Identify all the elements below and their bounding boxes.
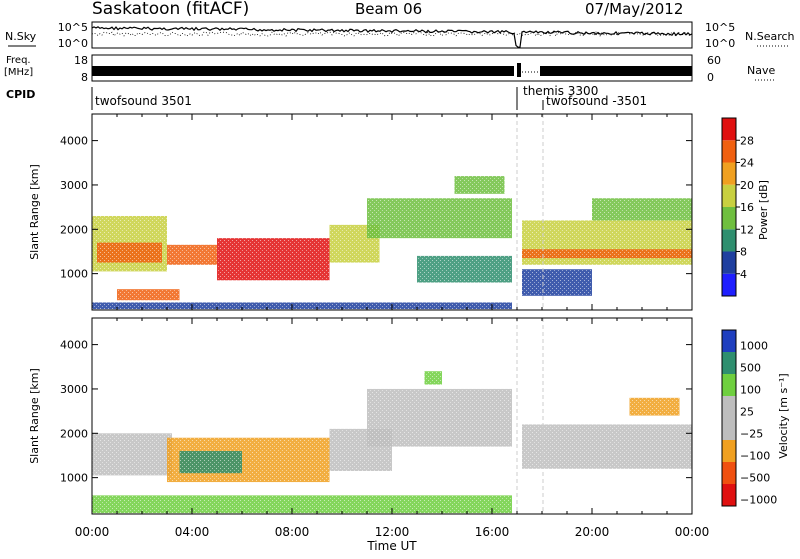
velocity-ytick-label-0: 1000 bbox=[60, 472, 88, 485]
date-title: 07/May/2012 bbox=[585, 0, 683, 18]
velocity-colorbar-label-3: 25 bbox=[740, 405, 754, 418]
nave-tick-bottom: 0 bbox=[707, 71, 714, 84]
power-panel: 1000 2000 3000 4000 Slant Range [km] bbox=[28, 113, 693, 311]
velocity-panel: 1000 2000 3000 4000 Slant Range [km] bbox=[28, 317, 693, 515]
frequency-panel: Freq. [MHz] 18 8 Nave 60 0 bbox=[4, 54, 775, 84]
velocity-axis-ticks: 1000 2000 3000 4000 bbox=[60, 318, 693, 514]
velocity-ytick-label-1: 2000 bbox=[60, 427, 88, 440]
velocity-colorbar-label-6: −500 bbox=[740, 471, 770, 484]
time-tick-label-0: 00:00 bbox=[75, 525, 110, 539]
cpid-panel: CPID twofsound 3501 themis 3300 twofsoun… bbox=[6, 84, 647, 110]
power-colorbar-cell-0 bbox=[722, 273, 736, 296]
station-title: Saskatoon (fitACF) bbox=[92, 0, 249, 19]
time-axis-labels: 00:00 04:00 08:00 12:00 16:00 20:00 00:00 bbox=[75, 525, 710, 539]
time-tick-label-2: 08:00 bbox=[275, 525, 310, 539]
time-tick-label-6: 00:00 bbox=[675, 525, 710, 539]
power-axis-ticks: 1000 2000 3000 4000 bbox=[60, 114, 693, 310]
beam-title: Beam 06 bbox=[355, 0, 422, 18]
power-ytick-label-0: 1000 bbox=[60, 268, 88, 281]
time-tick-label-4: 16:00 bbox=[475, 525, 510, 539]
velocity-colorbar-cell-0 bbox=[722, 484, 736, 506]
power-colorbar-cell-3 bbox=[722, 207, 736, 230]
freq-unit-label: [MHz] bbox=[4, 67, 33, 78]
time-tick-label-5: 20:00 bbox=[575, 525, 610, 539]
velocity-colorbar-cell-5 bbox=[722, 374, 736, 396]
velocity-ytick-label-2: 3000 bbox=[60, 383, 88, 396]
velocity-ylabel: Slant Range [km] bbox=[28, 368, 41, 464]
power-colorbar-label-3: 16 bbox=[740, 201, 754, 214]
power-colorbar-cell-7 bbox=[722, 118, 736, 141]
noise-panel: N.Sky 10^5 10^0 N.Search 10^5 10^0 bbox=[5, 21, 795, 50]
nave-label: Nave bbox=[747, 64, 775, 77]
noise-panel-frame bbox=[91, 21, 693, 49]
velocity-colorbar-cell-1 bbox=[722, 462, 736, 484]
power-colorbar-cell-4 bbox=[722, 184, 736, 207]
noise-right-tick-top: 10^5 bbox=[705, 21, 735, 34]
velocity-colorbar-label-2: 100 bbox=[740, 383, 761, 396]
freq-label: Freq. bbox=[6, 55, 31, 66]
time-tick-label-1: 04:00 bbox=[175, 525, 210, 539]
power-speckle-overlay bbox=[92, 114, 692, 310]
velocity-colorbar-frame bbox=[721, 329, 737, 507]
velocity-colorbar-label-4: −25 bbox=[740, 427, 763, 440]
cpid-segment-themis: themis 3300 bbox=[523, 84, 598, 98]
velocity-colorbar-label-7: −1000 bbox=[740, 493, 777, 506]
velocity-colorbar-label-5: −100 bbox=[740, 449, 770, 462]
velocity-colorbar-cell-6 bbox=[722, 352, 736, 374]
cpid-segment-twofsound-neg: twofsound -3501 bbox=[546, 94, 647, 108]
freq-left-tick-bottom: 8 bbox=[81, 71, 88, 84]
power-colorbar-label-1: 8 bbox=[740, 246, 747, 259]
velocity-colorbar-cell-2 bbox=[722, 440, 736, 462]
power-colorbar-label: Power [dB] bbox=[757, 180, 770, 240]
velocity-colorbar: 1000 500 100 25 −25 −100 −500 −1000 bbox=[721, 329, 777, 507]
velocity-colorbar-label-0: 1000 bbox=[740, 339, 768, 352]
power-colorbar-cell-2 bbox=[722, 229, 736, 252]
velocity-colorbar-cell-3 bbox=[722, 418, 736, 440]
velocity-colorbar-cell-7 bbox=[722, 330, 736, 352]
cpid-segment-twofsound: twofsound 3501 bbox=[95, 94, 192, 108]
power-colorbar: 4 8 12 16 20 24 28 bbox=[721, 117, 754, 297]
velocity-colorbar-label: Velocity [m s⁻¹] bbox=[777, 373, 790, 458]
velocity-speckle-overlay bbox=[92, 318, 692, 514]
power-colorbar-label-2: 12 bbox=[740, 223, 754, 236]
power-colorbar-cell-5 bbox=[722, 162, 736, 185]
power-colorbar-label-5: 24 bbox=[740, 157, 754, 170]
time-axis-title: Time UT bbox=[366, 539, 417, 553]
nave-tick-top: 60 bbox=[707, 54, 721, 67]
noise-sky-label: N.Sky bbox=[5, 30, 37, 43]
cpid-label: CPID bbox=[6, 88, 35, 101]
freq-gap-marker bbox=[517, 63, 521, 77]
velocity-colorbar-label-1: 500 bbox=[740, 361, 761, 374]
noise-sky-trace bbox=[91, 26, 693, 48]
power-colorbar-label-4: 20 bbox=[740, 179, 754, 192]
noise-search-trace bbox=[91, 31, 693, 37]
time-tick-label-3: 12:00 bbox=[375, 525, 410, 539]
power-ytick-label-1: 2000 bbox=[60, 223, 88, 236]
noise-search-label: N.Search bbox=[745, 30, 795, 43]
noise-right-tick-bottom: 10^0 bbox=[705, 37, 735, 50]
velocity-colorbar-cell-4 bbox=[722, 396, 736, 418]
noise-left-tick-bottom: 10^0 bbox=[58, 37, 88, 50]
power-ytick-label-2: 3000 bbox=[60, 179, 88, 192]
power-colorbar-label-0: 4 bbox=[740, 268, 747, 281]
freq-left-tick-top: 18 bbox=[74, 54, 88, 67]
freq-band-before-gap bbox=[92, 66, 514, 76]
power-colorbar-cell-6 bbox=[722, 140, 736, 163]
velocity-ytick-label-3: 4000 bbox=[60, 339, 88, 352]
power-ytick-label-3: 4000 bbox=[60, 135, 88, 148]
freq-band-after-gap bbox=[540, 66, 692, 76]
noise-left-tick-top: 10^5 bbox=[58, 21, 88, 34]
power-ylabel: Slant Range [km] bbox=[28, 164, 41, 260]
power-colorbar-label-6: 28 bbox=[740, 134, 754, 147]
power-colorbar-cell-1 bbox=[722, 251, 736, 274]
